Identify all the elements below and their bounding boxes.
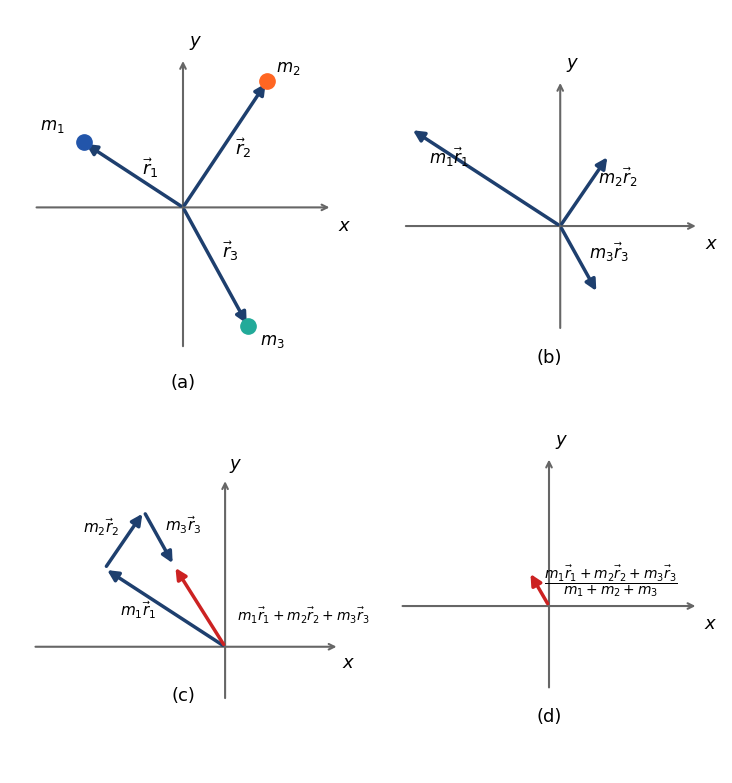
Text: (c): (c) (171, 687, 195, 705)
Text: $\vec{r}_1$: $\vec{r}_1$ (142, 157, 159, 180)
Text: $m_1\vec{r}_1$: $m_1\vec{r}_1$ (120, 600, 156, 622)
Text: $\it{x}$: $\it{x}$ (338, 217, 351, 235)
Text: $m_1\vec{r}_1 + m_2\vec{r}_2 + m_3\vec{r}_3$: $m_1\vec{r}_1 + m_2\vec{r}_2 + m_3\vec{r… (237, 606, 370, 626)
Text: $m_3\vec{r}_3$: $m_3\vec{r}_3$ (589, 240, 628, 264)
Text: $\it{x}$: $\it{x}$ (343, 654, 356, 672)
Text: $m_1$: $m_1$ (40, 117, 64, 135)
Text: $\dfrac{m_1\vec{r}_1 + m_2\vec{r}_2 + m_3\vec{r}_3}{m_1 + m_2 + m_3}$: $\dfrac{m_1\vec{r}_1 + m_2\vec{r}_2 + m_… (545, 563, 678, 599)
Text: $\mathbf{\it{y}}$: $\mathbf{\it{y}}$ (189, 34, 203, 52)
Text: (a): (a) (171, 373, 195, 392)
Text: $m_2\vec{r}_2$: $m_2\vec{r}_2$ (83, 516, 119, 537)
Text: $m_1\vec{r}_1$: $m_1\vec{r}_1$ (430, 145, 469, 168)
Text: $m_2$: $m_2$ (277, 60, 301, 78)
Text: (b): (b) (537, 348, 561, 366)
Text: $\it{x}$: $\it{x}$ (705, 235, 718, 253)
Text: $\mathbf{\it{y}}$: $\mathbf{\it{y}}$ (567, 56, 580, 74)
Text: $m_3$: $m_3$ (260, 332, 284, 350)
Text: $\mathbf{\it{y}}$: $\mathbf{\it{y}}$ (555, 433, 569, 451)
Text: $m_2\vec{r}_2$: $m_2\vec{r}_2$ (598, 165, 637, 189)
Text: $m_3\vec{r}_3$: $m_3\vec{r}_3$ (165, 514, 201, 536)
Text: $\vec{r}_2$: $\vec{r}_2$ (236, 136, 252, 160)
Text: $\mathbf{\it{y}}$: $\mathbf{\it{y}}$ (229, 457, 242, 475)
Text: (d): (d) (537, 708, 561, 726)
Text: $\vec{r}_3$: $\vec{r}_3$ (222, 239, 238, 262)
Text: $\it{x}$: $\it{x}$ (704, 615, 717, 633)
